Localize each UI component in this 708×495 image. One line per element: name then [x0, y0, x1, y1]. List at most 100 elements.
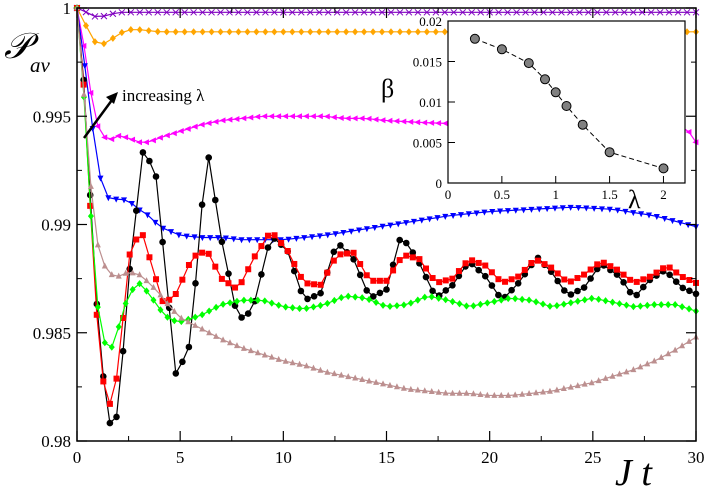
- data-point: [215, 235, 222, 242]
- data-point: [421, 293, 428, 301]
- data-point: [232, 284, 239, 291]
- data-point: [567, 278, 574, 285]
- data-point: [163, 28, 170, 36]
- data-point: [548, 264, 555, 271]
- inset-plot: 0 0.5 1 1.5 2 0 0.005 0.01 0.015 0.02 β λ: [381, 14, 686, 214]
- data-point: [171, 317, 178, 325]
- inset-y-tick-label: 0.015: [413, 55, 442, 70]
- data-point: [129, 285, 136, 294]
- data-point: [128, 201, 135, 208]
- data-point: [595, 295, 602, 303]
- data-point: [574, 382, 581, 389]
- data-point: [233, 115, 240, 122]
- data-point: [192, 313, 199, 321]
- data-point: [152, 173, 160, 180]
- data-point: [633, 278, 640, 285]
- data-point: [395, 221, 402, 228]
- data-point: [369, 8, 377, 16]
- data-point: [373, 378, 380, 385]
- data-point: [122, 134, 129, 141]
- data-point: [423, 28, 430, 36]
- data-point: [164, 313, 171, 321]
- data-point: [587, 275, 594, 282]
- data-point: [623, 368, 630, 375]
- data-point: [428, 119, 435, 126]
- data-point: [482, 262, 489, 269]
- data-point: [139, 149, 147, 156]
- data-point: [317, 289, 324, 297]
- data-point: [546, 387, 553, 394]
- data-point: [146, 254, 153, 261]
- data-point: [531, 8, 538, 16]
- data-point: [172, 28, 179, 36]
- data-point: [449, 389, 456, 396]
- data-point: [106, 400, 113, 407]
- data-point: [278, 240, 285, 247]
- data-point: [225, 280, 232, 287]
- data-point: [370, 28, 377, 36]
- data-point: [609, 372, 616, 379]
- data-point: [455, 268, 462, 275]
- data-point: [665, 8, 673, 16]
- data-point: [163, 132, 170, 139]
- data-point: [387, 28, 394, 36]
- data-point: [82, 22, 89, 30]
- data-point: [468, 8, 476, 16]
- data-point: [205, 154, 212, 161]
- data-point: [291, 267, 298, 275]
- x-axis-label: J t: [615, 452, 653, 494]
- data-point: [164, 300, 171, 307]
- data-point: [359, 376, 366, 383]
- x-tick-label: 5: [176, 448, 185, 467]
- data-point: [666, 264, 673, 271]
- data-point: [428, 293, 435, 301]
- x-tick-label: 20: [481, 448, 498, 467]
- data-point: [108, 343, 115, 351]
- data-point: [244, 28, 251, 36]
- data-point: [665, 301, 672, 309]
- data-point: [390, 267, 397, 274]
- data-point: [620, 271, 627, 278]
- data-point: [264, 232, 271, 239]
- data-point: [488, 282, 496, 289]
- data-point: [449, 297, 456, 306]
- data-point: [295, 113, 302, 120]
- data-point: [640, 283, 647, 291]
- data-point: [372, 116, 379, 123]
- data-point: [172, 291, 179, 298]
- data-point: [139, 232, 146, 239]
- inset-y-tick-label: 0.01: [419, 95, 442, 110]
- data-point: [463, 302, 470, 310]
- data-point: [380, 380, 387, 387]
- data-point: [400, 118, 407, 125]
- data-point: [145, 8, 153, 16]
- data-point: [133, 236, 140, 243]
- x-tick-label: 15: [378, 448, 395, 467]
- data-point: [352, 28, 359, 36]
- data-point: [679, 274, 686, 281]
- data-point: [416, 256, 423, 263]
- data-point: [337, 115, 344, 122]
- data-point: [127, 26, 134, 34]
- data-point: [459, 8, 467, 16]
- data-point: [153, 276, 160, 283]
- data-point: [581, 271, 588, 278]
- data-point: [212, 263, 219, 270]
- data-point: [477, 300, 484, 308]
- data-point: [316, 113, 323, 120]
- data-point: [423, 8, 431, 16]
- data-point: [387, 8, 395, 16]
- data-point: [513, 8, 520, 16]
- data-point: [686, 305, 693, 313]
- data-point: [484, 299, 491, 307]
- data-point: [113, 413, 120, 421]
- data-point: [546, 302, 553, 310]
- x-tick-label: 0: [73, 448, 82, 467]
- data-point: [101, 339, 108, 347]
- data-point: [414, 119, 421, 126]
- data-point: [289, 359, 296, 366]
- data-point: [240, 344, 247, 351]
- data-point: [113, 196, 120, 203]
- data-point: [192, 252, 199, 259]
- data-point: [343, 28, 350, 36]
